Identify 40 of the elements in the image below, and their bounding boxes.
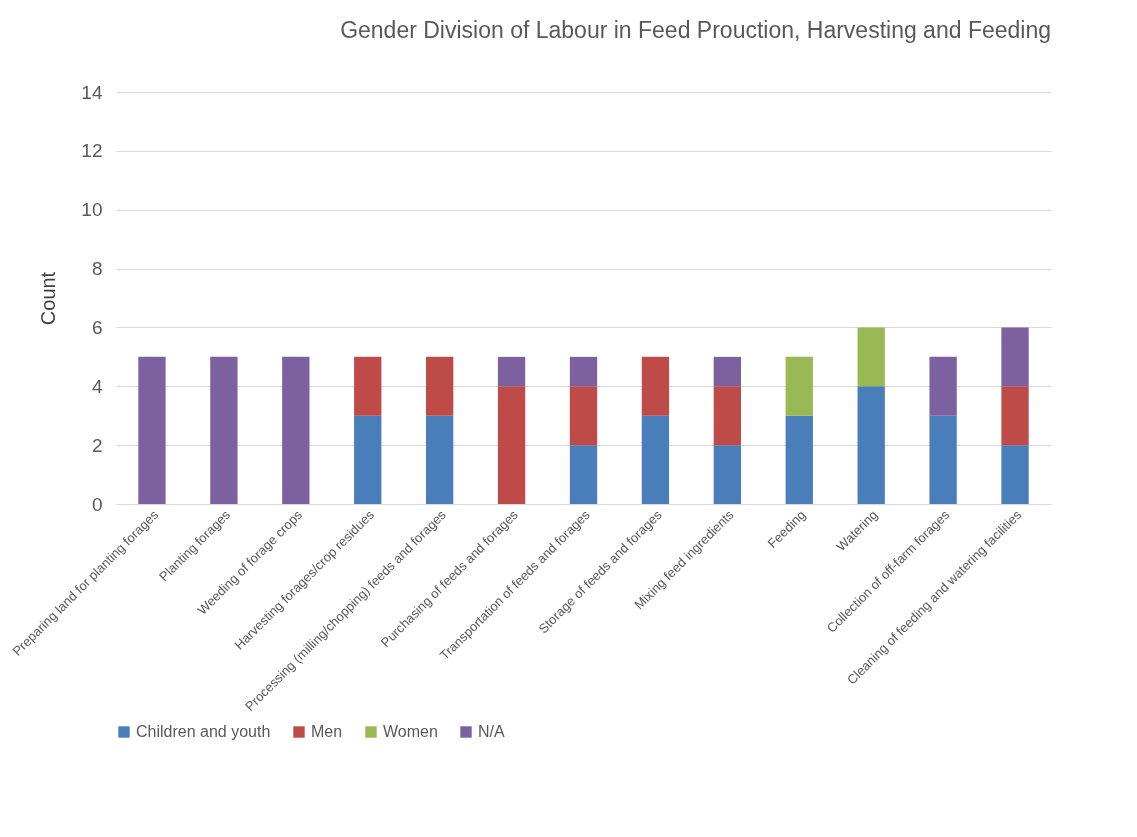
bar	[929, 415, 957, 504]
bar	[354, 356, 382, 416]
bar	[785, 415, 813, 504]
bar	[282, 356, 310, 504]
bar	[425, 415, 454, 504]
legend-label: Women	[383, 723, 438, 740]
bar	[1001, 327, 1029, 387]
y-tick-label: 2	[91, 434, 103, 456]
bar	[713, 445, 742, 504]
bar	[138, 356, 166, 504]
y-tick-label: 4	[91, 375, 103, 397]
bar	[857, 327, 885, 387]
y-axis-title: Count	[37, 271, 60, 326]
bar	[1001, 445, 1029, 504]
bar	[210, 356, 238, 504]
bar	[641, 356, 670, 416]
bar	[354, 415, 382, 504]
bar	[929, 356, 957, 416]
legend-label: N/A	[478, 723, 505, 740]
bar	[785, 356, 813, 416]
y-tick-label: 12	[81, 140, 103, 162]
legend-label: Children and youth	[136, 723, 271, 740]
y-tick-label: 6	[91, 316, 103, 338]
bar	[425, 356, 454, 416]
y-tick-label: 0	[91, 493, 103, 515]
bar	[1001, 386, 1029, 446]
bar	[713, 356, 742, 387]
bar	[569, 386, 598, 446]
chart-title: Gender Division of Labour in Feed Prouction, Harvesting and Feeding	[340, 17, 1051, 43]
bar	[569, 356, 598, 387]
y-tick-label: 8	[91, 258, 103, 280]
bar	[497, 386, 526, 504]
y-tick-label: 10	[81, 199, 103, 221]
bar	[641, 415, 670, 504]
bar	[497, 356, 526, 387]
bar	[713, 386, 742, 446]
y-tick-label: 14	[81, 81, 103, 103]
legend-label: Men	[311, 723, 343, 740]
bar	[857, 386, 885, 504]
bar	[569, 445, 598, 504]
